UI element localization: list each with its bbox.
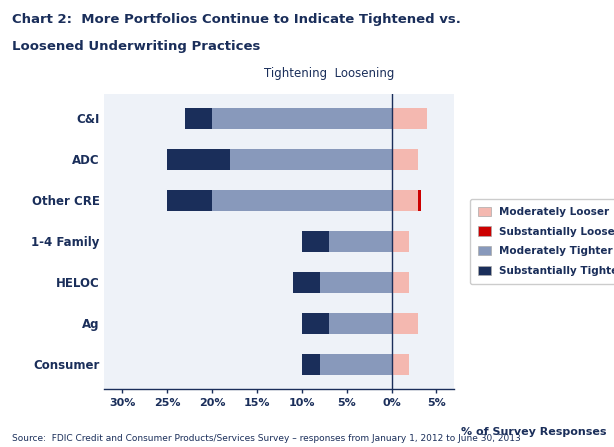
Bar bbox=[167, 190, 212, 211]
Bar bbox=[392, 231, 410, 252]
Bar bbox=[392, 354, 410, 375]
Bar bbox=[328, 231, 392, 252]
Bar bbox=[392, 149, 419, 170]
Text: Tightening  Loosening: Tightening Loosening bbox=[263, 67, 394, 80]
Bar bbox=[392, 313, 419, 333]
Bar bbox=[419, 190, 421, 211]
Bar bbox=[293, 272, 320, 293]
Legend: Moderately Looser, Substantially Looser, Moderately Tighter, Substantially Tight: Moderately Looser, Substantially Looser,… bbox=[470, 198, 614, 284]
Text: Loosened Underwriting Practices: Loosened Underwriting Practices bbox=[12, 40, 261, 53]
Bar bbox=[167, 149, 230, 170]
Bar bbox=[302, 354, 320, 375]
Bar bbox=[320, 272, 392, 293]
Bar bbox=[392, 190, 419, 211]
Text: % of Survey Responses: % of Survey Responses bbox=[461, 427, 607, 437]
Bar bbox=[302, 231, 328, 252]
Bar bbox=[392, 108, 427, 129]
Bar bbox=[392, 272, 410, 293]
Bar bbox=[230, 149, 392, 170]
Bar bbox=[302, 313, 328, 333]
Bar bbox=[212, 190, 392, 211]
Bar bbox=[328, 313, 392, 333]
Bar bbox=[185, 108, 212, 129]
Bar bbox=[320, 354, 392, 375]
Text: Chart 2:  More Portfolios Continue to Indicate Tightened vs.: Chart 2: More Portfolios Continue to Ind… bbox=[12, 13, 461, 26]
Bar bbox=[212, 108, 392, 129]
Text: Source:  FDIC Credit and Consumer Products/Services Survey – responses from Janu: Source: FDIC Credit and Consumer Product… bbox=[12, 434, 521, 443]
